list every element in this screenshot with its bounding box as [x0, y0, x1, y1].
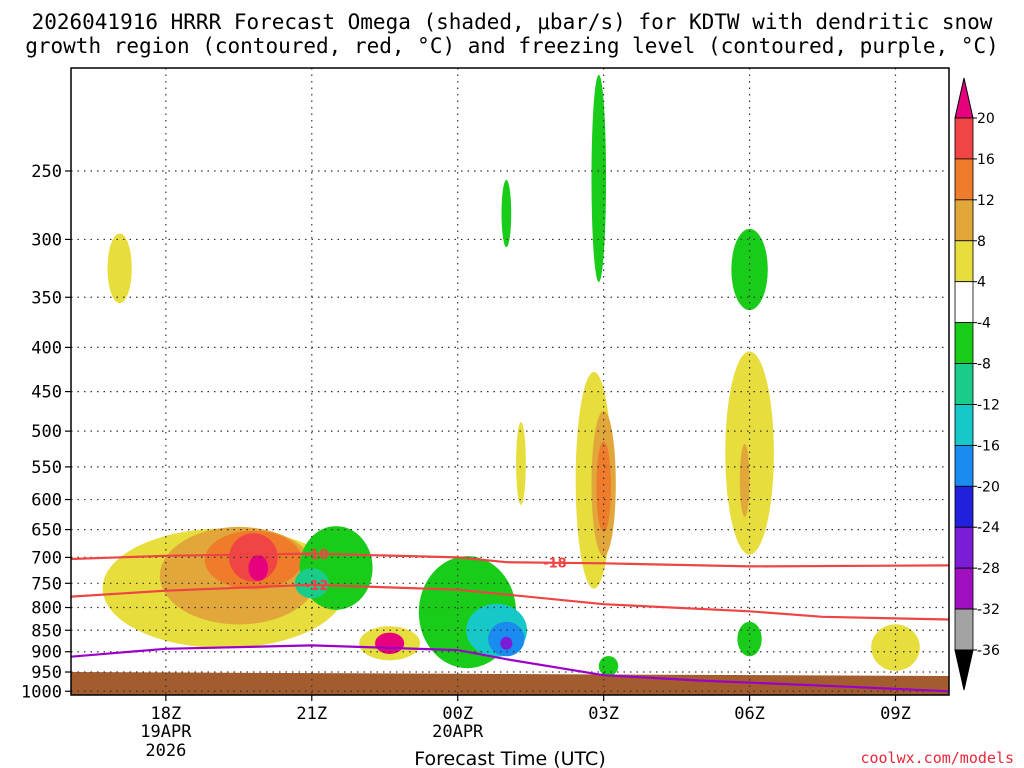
plot-frame — [70, 67, 950, 696]
colorbar-arrow-top — [954, 77, 974, 119]
omega-region-5 — [248, 554, 269, 582]
y-tick-label-900: 900 — [31, 643, 62, 663]
colorbar-label-2: 12 — [977, 193, 995, 209]
contour-line-2 — [71, 644, 949, 693]
x-tick-label-09Z: 09Z — [880, 704, 911, 724]
omega-region-0 — [107, 233, 132, 304]
omega-region-23 — [731, 228, 768, 311]
omega-region-13 — [500, 636, 513, 650]
chart-title-line-2: growth region (contoured, red, °C) and f… — [25, 34, 999, 58]
x-tick-year-18Z: 2026 — [145, 741, 186, 761]
gridlines — [71, 68, 949, 695]
contour-label-neg12: -12 — [305, 579, 329, 594]
x-tick-label-06Z: 06Z — [734, 704, 765, 724]
y-tick-label-400: 400 — [31, 338, 62, 358]
contour-labels: -18 -18 -12 — [305, 548, 567, 594]
colorbar-bin-12 — [954, 567, 974, 610]
y-tick-label-450: 450 — [31, 383, 62, 403]
colorbar-arrow-bottom — [954, 649, 974, 691]
colorbar-label-0: 20 — [977, 111, 995, 127]
y-axis: 2503003504004505005506006507007508008509… — [21, 162, 71, 702]
colorbar-label-6: -8 — [977, 357, 991, 373]
y-tick-label-1000: 1000 — [21, 682, 62, 702]
colorbar-bin-4 — [954, 240, 974, 283]
colorbar-bin-13 — [954, 608, 974, 651]
chart-title-line-1: 2026041916 HRRR Forecast Omega (shaded, … — [32, 10, 993, 34]
colorbar-bin-2 — [954, 158, 974, 201]
x-tick-date-00Z: 20APR — [432, 722, 484, 742]
colorbar-label-12: -32 — [977, 602, 1000, 618]
colorbar-bin-6 — [954, 322, 974, 364]
omega-region-15 — [516, 421, 526, 505]
colorbar-label-11: -28 — [977, 561, 1000, 577]
colorbar-bin-8 — [954, 404, 974, 446]
colorbar-label-8: -16 — [977, 438, 1000, 454]
contour-label-neg18-b: -18 — [543, 557, 567, 572]
x-tick-label-03Z: 03Z — [588, 704, 619, 724]
colorbar-bin-1 — [954, 117, 974, 160]
y-tick-label-950: 950 — [31, 663, 62, 683]
colorbar-bin-10 — [954, 485, 974, 528]
contour-line-1 — [71, 583, 949, 621]
y-tick-label-550: 550 — [31, 458, 62, 478]
credit-text: coolwx.com/models — [860, 749, 1014, 767]
colorbar-label-4: 4 — [977, 275, 986, 291]
y-tick-label-750: 750 — [31, 574, 62, 594]
colorbar-label-1: 16 — [977, 152, 995, 168]
contour-line-0 — [71, 552, 949, 568]
omega-region-19 — [591, 74, 607, 283]
ground-surface — [71, 672, 949, 695]
omega-region-24 — [737, 621, 762, 657]
omega-region-22 — [739, 443, 750, 517]
y-tick-label-300: 300 — [31, 230, 62, 250]
omega-shading — [102, 74, 920, 677]
colorbar-label-13: -36 — [977, 643, 1000, 659]
x-axis-label: Forecast Time (UTC) — [414, 748, 605, 768]
x-tick-label-21Z: 21Z — [296, 704, 327, 724]
colorbar-label-5: -4 — [977, 316, 991, 332]
colorbar-label-7: -12 — [977, 397, 1000, 413]
y-tick-label-500: 500 — [31, 422, 62, 442]
colorbar-bin-3 — [954, 199, 974, 242]
y-tick-label-600: 600 — [31, 491, 62, 511]
x-tick-label-18Z: 18Z — [150, 704, 181, 724]
colorbar-bin-5 — [954, 281, 974, 324]
y-tick-label-350: 350 — [31, 288, 62, 308]
x-tick-label-00Z: 00Z — [442, 704, 473, 724]
omega-region-20 — [598, 656, 619, 677]
omega-region-9 — [375, 632, 405, 654]
y-tick-label-650: 650 — [31, 521, 62, 541]
colorbar-label-3: 8 — [977, 234, 986, 250]
terrain-fill — [71, 672, 949, 695]
omega-region-18 — [596, 441, 611, 533]
y-tick-label-250: 250 — [31, 162, 62, 182]
colorbar-label-9: -20 — [977, 479, 1000, 495]
y-tick-label-700: 700 — [31, 548, 62, 568]
colorbar-bin-9 — [954, 444, 974, 487]
contour-label-neg18-a: -18 — [305, 548, 329, 563]
y-tick-label-850: 850 — [31, 621, 62, 641]
colorbar-bin-11 — [954, 526, 974, 569]
colorbar-label-10: -24 — [977, 520, 1000, 536]
contour-lines — [71, 552, 949, 693]
omega-region-14 — [501, 179, 512, 248]
x-tick-date-18Z: 19APR — [140, 722, 192, 742]
colorbar: 20 16 12 8 4 -4 -8 -12 -16 -20 -24 -28 -32 -36 — [954, 77, 1000, 691]
colorbar-bin-7 — [954, 363, 974, 405]
y-tick-label-800: 800 — [31, 599, 62, 619]
